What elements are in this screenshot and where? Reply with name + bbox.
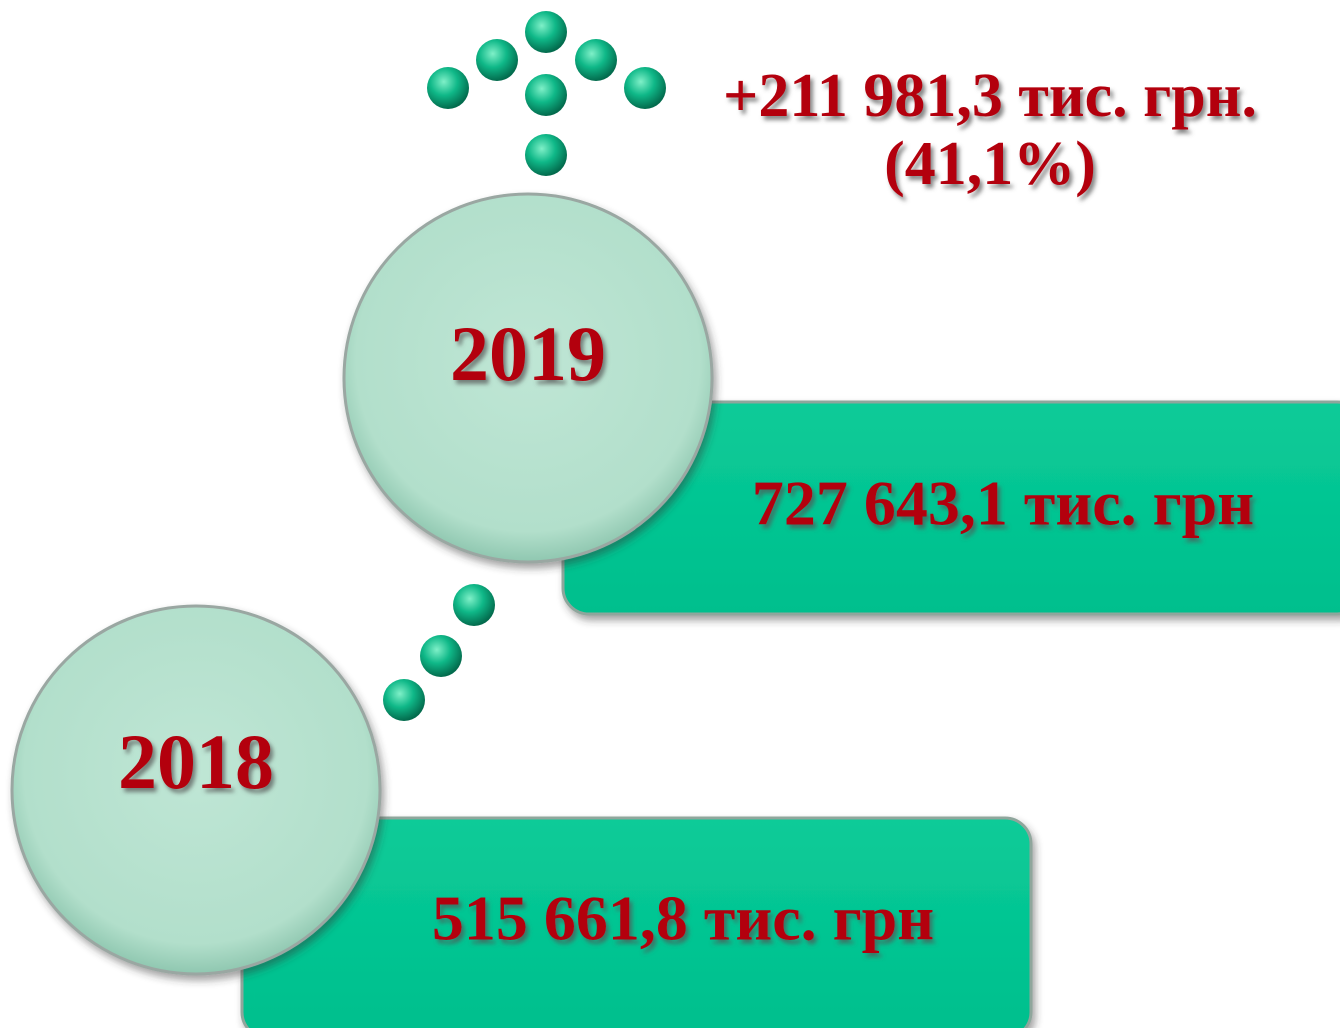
year-circle bbox=[342, 192, 714, 564]
change-percent: (41,1%) bbox=[884, 130, 1096, 198]
amount-label: 727 643,1 тис. грн bbox=[752, 468, 1254, 539]
connector-dots bbox=[383, 584, 495, 721]
year-label: 2018 bbox=[118, 718, 274, 805]
year-circle bbox=[10, 604, 382, 976]
arrow-dots bbox=[427, 11, 666, 176]
change-amount: +211 981,3 тис. грн. bbox=[723, 62, 1257, 130]
amount-label: 515 661,8 тис. грн bbox=[432, 883, 934, 954]
year-label: 2019 bbox=[450, 310, 606, 397]
